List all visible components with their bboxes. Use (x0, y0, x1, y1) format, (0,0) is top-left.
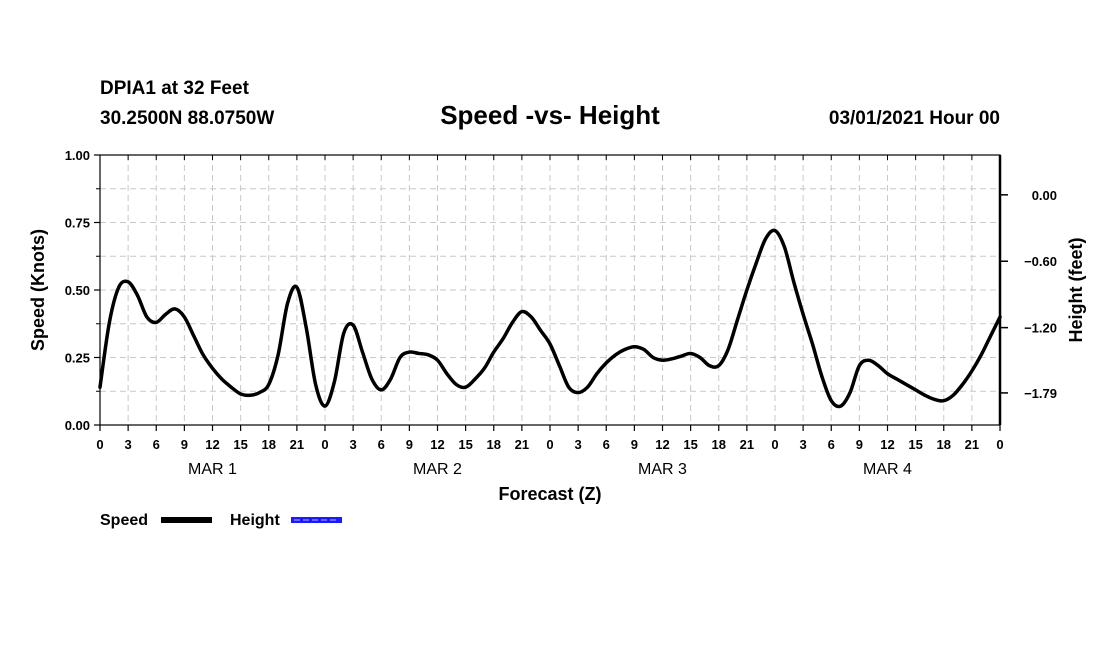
y2-axis-title: Height (feet) (1066, 238, 1086, 343)
series-group (98, 228, 1002, 409)
grid-lines (100, 155, 1000, 425)
day-labels: MAR 1 MAR 2 MAR 3 MAR 4 (188, 461, 912, 478)
x-tick-label: 3 (125, 437, 132, 452)
x-axis-ticks: 0 3 6 9 12 15 18 21 0 3 6 9 12 15 18 21 0 3 6 9 12 15 18 21 0 3 6 9… (96, 155, 1004, 452)
legend-speed-swatch (161, 517, 212, 523)
x-tick-label: 9 (631, 437, 638, 452)
x-tick-label: 9 (406, 437, 413, 452)
x-tick-label: 18 (487, 437, 501, 452)
x-tick-label: 3 (800, 437, 807, 452)
x-tick-label: 15 (908, 437, 922, 452)
x-tick-label: 0 (546, 437, 553, 452)
x-tick-label: 12 (430, 437, 444, 452)
y2-tick-label: −1.79 (1024, 386, 1057, 401)
x-tick-label: 21 (515, 437, 529, 452)
day-label: MAR 1 (188, 461, 237, 478)
station-coords: 30.2500N 88.0750W (100, 108, 274, 129)
x-tick-label: 21 (965, 437, 979, 452)
chart-title: Speed -vs- Height (440, 100, 660, 130)
y-tick-label: 0.75 (65, 216, 90, 231)
x-tick-label: 12 (880, 437, 894, 452)
y2-axis-ticks: 0.00 −0.60 −1.20 −1.79 (1000, 188, 1057, 401)
x-tick-label: 3 (350, 437, 357, 452)
day-label: MAR 3 (638, 461, 687, 478)
day-label: MAR 2 (413, 461, 462, 478)
x-tick-label: 0 (996, 437, 1003, 452)
x-tick-label: 3 (575, 437, 582, 452)
x-tick-label: 0 (321, 437, 328, 452)
legend: Speed Height (100, 512, 342, 529)
x-tick-label: 21 (290, 437, 304, 452)
x-tick-label: 12 (655, 437, 669, 452)
x-tick-label: 21 (740, 437, 754, 452)
x-axis-title: Forecast (Z) (498, 484, 601, 504)
forecast-datetime: 03/01/2021 Hour 00 (829, 108, 1000, 129)
x-tick-label: 15 (683, 437, 697, 452)
y-tick-label: 0.25 (65, 351, 90, 366)
day-label: MAR 4 (863, 461, 912, 478)
x-tick-label: 12 (205, 437, 219, 452)
station-label: DPIA1 at 32 Feet (100, 78, 250, 99)
x-tick-label: 18 (937, 437, 951, 452)
y-axis-ticks: 0.00 0.25 0.50 0.75 1.00 (65, 148, 100, 433)
x-tick-label: 18 (712, 437, 726, 452)
y2-tick-label: −0.60 (1024, 254, 1057, 269)
y-tick-label: 1.00 (65, 148, 90, 163)
y-tick-label: 0.00 (65, 418, 90, 433)
x-tick-label: 6 (828, 437, 835, 452)
x-tick-label: 6 (603, 437, 610, 452)
series-line-speed (98, 228, 1002, 409)
x-tick-label: 6 (378, 437, 385, 452)
x-tick-label: 18 (262, 437, 276, 452)
x-tick-label: 15 (233, 437, 247, 452)
y2-tick-label: 0.00 (1032, 188, 1057, 203)
x-tick-label: 6 (153, 437, 160, 452)
x-tick-label: 15 (458, 437, 472, 452)
x-tick-label: 0 (96, 437, 103, 452)
y-axis-title: Speed (Knots) (28, 229, 48, 351)
legend-speed-label: Speed (100, 512, 148, 529)
legend-height-label: Height (230, 512, 280, 529)
x-tick-label: 0 (771, 437, 778, 452)
x-tick-label: 9 (181, 437, 188, 452)
y-tick-label: 0.50 (65, 283, 90, 298)
x-tick-label: 9 (856, 437, 863, 452)
y2-tick-label: −1.20 (1024, 321, 1057, 336)
